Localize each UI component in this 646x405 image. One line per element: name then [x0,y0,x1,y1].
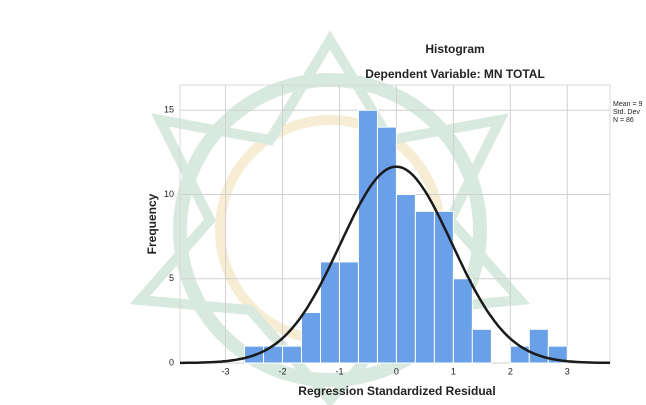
chart-title: Histogram [425,42,484,56]
legend-text: N = 86 [613,117,634,124]
bar [396,195,415,363]
chart: Histogram Dependent Variable: MN TOTAL R… [0,0,646,405]
chart-subtitle: Dependent Variable: MN TOTAL [365,67,545,81]
x-axis-label: Regression Standardized Residual [298,384,495,398]
x-tick-label: 2 [508,366,513,376]
bar [301,312,320,363]
x-tick-label: 3 [565,366,570,376]
y-axis-label: Frequency [145,193,159,254]
legend-text: Std. Dev [613,109,640,116]
x-tick-label: -1 [335,366,343,376]
x-tick-label: -2 [279,366,287,376]
y-tick-label: 15 [164,105,174,115]
bar [339,262,358,363]
legend-text: Mean = 9 [613,101,642,108]
bar [472,329,491,363]
x-tick-label: -3 [222,366,230,376]
bar [377,127,396,363]
y-tick-label: 10 [164,189,174,199]
x-tick-label: 1 [451,366,456,376]
y-tick-label: 0 [169,357,174,367]
y-tick-label: 5 [169,273,174,283]
bar [358,110,377,363]
bar [283,346,302,363]
bar [434,211,453,363]
bar [453,279,472,363]
bar [415,211,434,363]
x-tick-label: 0 [394,366,399,376]
